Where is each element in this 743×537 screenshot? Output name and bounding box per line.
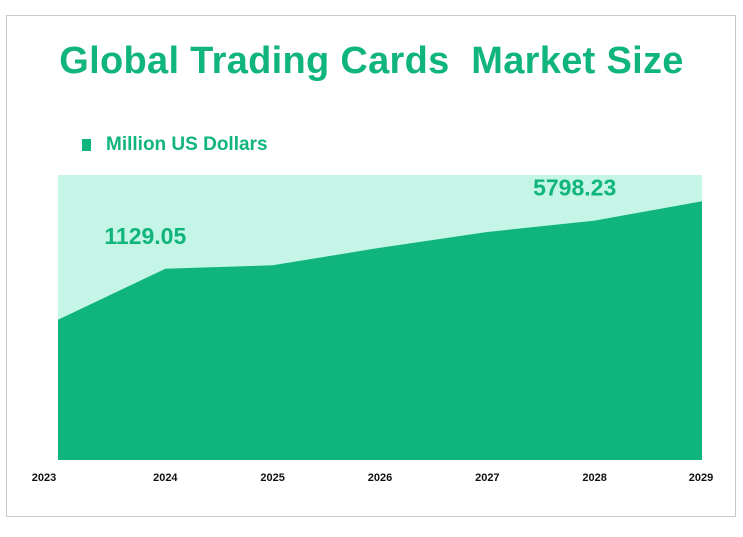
data-label: 5798.23	[533, 175, 616, 201]
x-tick-label: 2027	[475, 472, 499, 484]
x-tick-label: 2026	[368, 472, 392, 484]
x-tick-label: 2024	[153, 472, 178, 484]
data-label: 1129.05	[104, 223, 186, 249]
legend-swatch	[82, 139, 91, 151]
x-tick-label: 2028	[582, 472, 606, 484]
series-area	[58, 201, 702, 461]
legend-label: Million US Dollars	[106, 134, 268, 155]
x-tick-label: 2025	[260, 472, 284, 484]
legend: Million US Dollars	[82, 134, 268, 156]
x-tick-label: 2023	[32, 472, 56, 484]
x-tick-label: 2029	[689, 472, 713, 484]
chart-title: Global Trading Cards Market Size	[59, 40, 684, 82]
